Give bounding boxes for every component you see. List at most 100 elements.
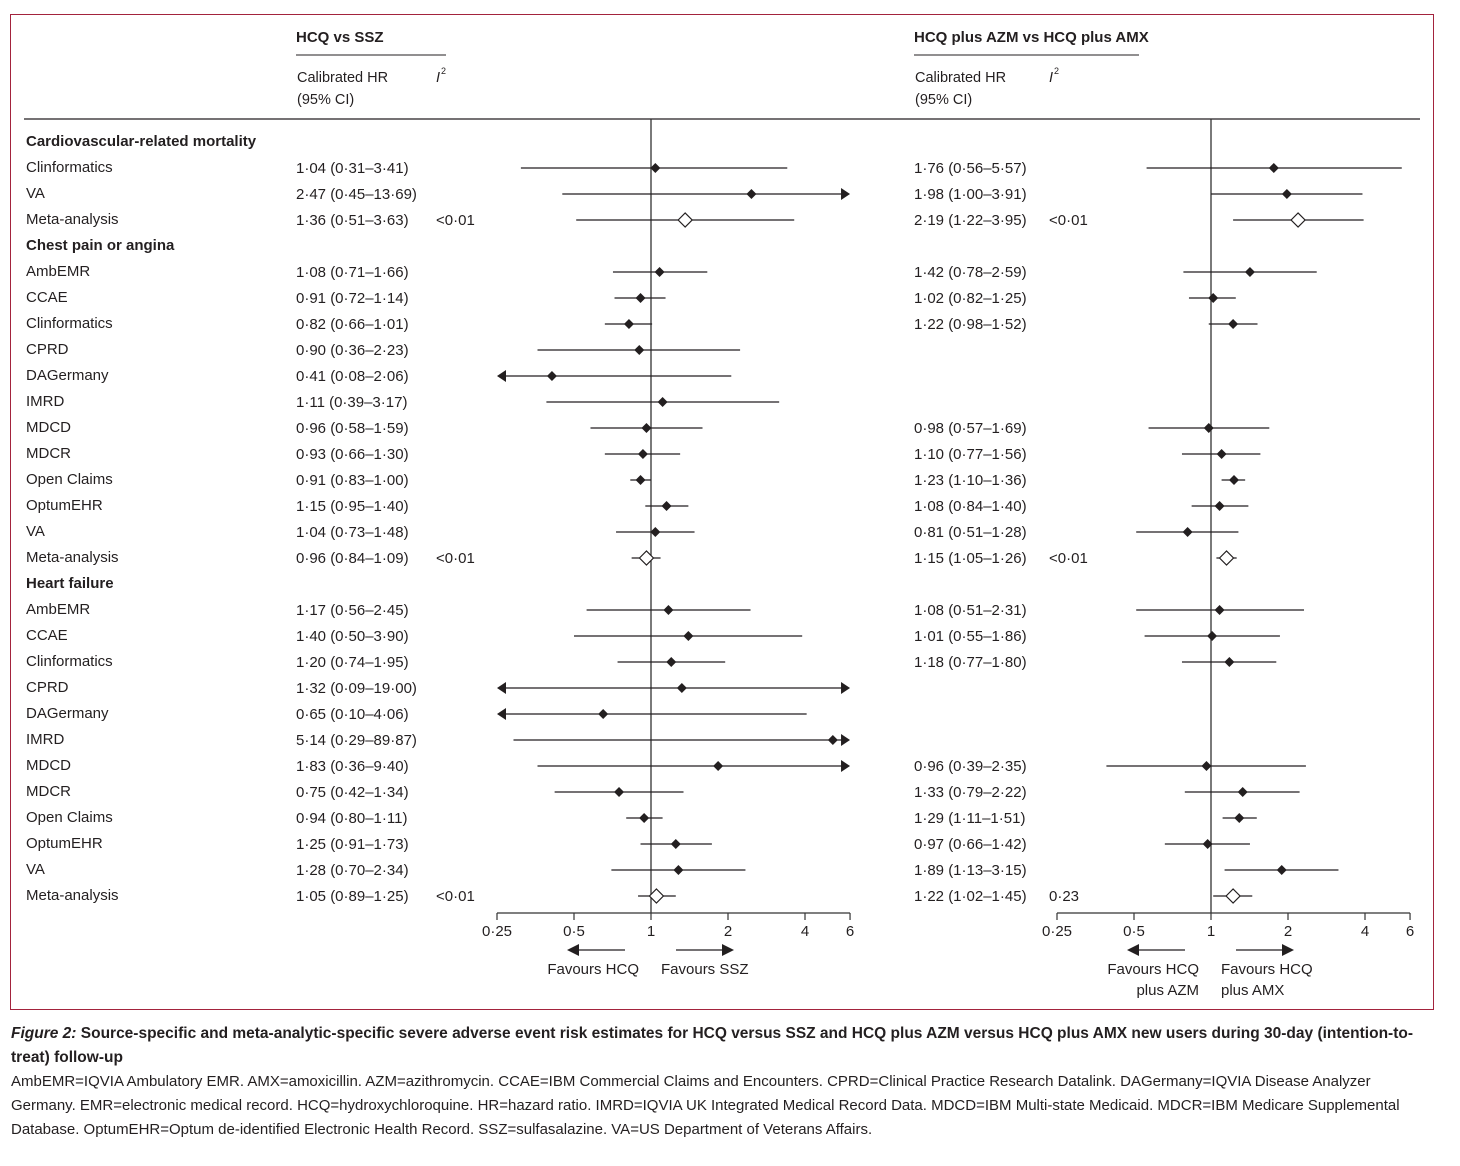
point-estimate [683, 631, 694, 641]
hr-ci-value: 1·08 (0·84–1·40) [914, 498, 1027, 515]
study-label: DAGermany [26, 705, 109, 722]
i2-value: 0·23 [1049, 888, 1079, 905]
point-estimate [623, 319, 634, 329]
hr-ci-value: 1·32 (0·09–19·00) [296, 680, 417, 697]
hr-ci-value: 0·41 (0·08–2·06) [296, 368, 409, 385]
caption-abbreviations: AmbEMR=IQVIA Ambulatory EMR. AMX=amoxici… [11, 1073, 1400, 1138]
caption-title: Figure 2: Source-specific and meta-analy… [11, 1022, 1431, 1070]
hr-ci-value: 1·04 (0·31–3·41) [296, 160, 409, 177]
point-estimate [1182, 527, 1193, 537]
point-estimate [673, 865, 684, 875]
meta-estimate-diamond [1225, 888, 1241, 904]
hr-ci-value: 0·96 (0·84–1·09) [296, 550, 409, 567]
hr-ci-value: 1·08 (0·71–1·66) [296, 264, 409, 281]
point-estimate [1234, 813, 1245, 823]
point-estimate [670, 839, 681, 849]
hr-ci-value: 1·36 (0·51–3·63) [296, 212, 409, 229]
point-estimate [666, 657, 677, 667]
point-estimate [746, 189, 757, 199]
hr-ci-value: 1·01 (0·55–1·86) [914, 628, 1027, 645]
study-label: VA [26, 861, 45, 878]
point-estimate [1244, 267, 1255, 277]
point-estimate [676, 683, 687, 693]
study-label: VA [26, 523, 45, 540]
point-estimate [1228, 475, 1239, 485]
meta-estimate-diamond [1290, 212, 1306, 228]
meta-estimate-diamond [1218, 550, 1235, 566]
study-label: OptumEHR [26, 497, 103, 514]
hr-ci-value: 1·33 (0·79–2·22) [914, 784, 1027, 801]
point-estimate [663, 605, 674, 615]
study-label: CPRD [26, 679, 69, 696]
hr-ci-value: 1·15 (1·05–1·26) [914, 550, 1027, 567]
favours-right-label: Favours HCQ [1221, 961, 1313, 978]
x-tick-label: 2 [1284, 923, 1292, 940]
hr-ci-value: 0·96 (0·58–1·59) [296, 420, 409, 437]
point-estimate [1201, 761, 1212, 771]
study-label: AmbEMR [26, 263, 90, 280]
favours-left-arrow-icon [1127, 944, 1139, 956]
study-label: OptumEHR [26, 835, 103, 852]
study-label: MDCR [26, 783, 71, 800]
hr-ci-value: 1·04 (0·73–1·48) [296, 524, 409, 541]
hr-ci-value: 0·93 (0·66–1·30) [296, 446, 409, 463]
i2-value: <0·01 [436, 550, 475, 567]
hr-ci-value: 1·17 (0·56–2·45) [296, 602, 409, 619]
ci-arrow-left [497, 370, 506, 382]
section-heading: Cardiovascular-related mortality [26, 133, 257, 150]
hr-ci-value: 1·83 (0·36–9·40) [296, 758, 409, 775]
study-label: IMRD [26, 393, 64, 410]
favours-left-label: plus AZM [1136, 982, 1199, 999]
x-tick-label: 1 [647, 923, 655, 940]
study-label: CCAE [26, 627, 68, 644]
x-tick-label: 0·25 [482, 923, 512, 940]
point-estimate [1228, 319, 1239, 329]
figure-label: Figure 2: [11, 1025, 77, 1042]
hr-ci-value: 1·22 (0·98–1·52) [914, 316, 1027, 333]
study-label: MDCR [26, 445, 71, 462]
favours-right-label: Favours SSZ [661, 961, 749, 978]
section-heading: Chest pain or angina [26, 237, 175, 254]
column-header-ci: (95% CI) [915, 92, 972, 108]
hr-ci-value: 0·90 (0·36–2·23) [296, 342, 409, 359]
favours-right-label: plus AMX [1221, 982, 1284, 999]
study-label: DAGermany [26, 367, 109, 384]
section-heading: Heart failure [26, 575, 114, 592]
meta-estimate-diamond [677, 212, 694, 228]
figure-frame [10, 14, 1434, 1010]
hr-ci-value: 0·82 (0·66–1·01) [296, 316, 409, 333]
point-estimate [650, 527, 661, 537]
ci-arrow-left [497, 708, 506, 720]
figure-caption: Figure 2: Source-specific and meta-analy… [11, 1022, 1431, 1142]
hr-ci-value: 1·05 (0·89–1·25) [296, 888, 409, 905]
point-estimate [614, 787, 625, 797]
study-label: CCAE [26, 289, 68, 306]
study-label: Open Claims [26, 809, 113, 826]
hr-ci-value: 1·10 (0·77–1·56) [914, 446, 1027, 463]
study-label: Clinformatics [26, 315, 113, 332]
hr-ci-value: 5·14 (0·29–89·87) [296, 732, 417, 749]
hr-ci-value: 0·96 (0·39–2·35) [914, 758, 1027, 775]
point-estimate [1202, 839, 1213, 849]
panel-title-a: HCQ vs SSZ [296, 29, 384, 46]
panel-title-b: HCQ plus AZM vs HCQ plus AMX [914, 29, 1149, 46]
caption-title-text: Source-specific and meta-analytic-specif… [11, 1025, 1413, 1066]
x-tick-label: 6 [1406, 923, 1414, 940]
ci-arrow-left [497, 682, 506, 694]
point-estimate [1216, 449, 1227, 459]
point-estimate [1207, 631, 1218, 641]
study-label: VA [26, 185, 45, 202]
point-estimate [654, 267, 665, 277]
i2-value: <0·01 [1049, 212, 1088, 229]
study-label: MDCD [26, 757, 71, 774]
hr-ci-value: 0·98 (0·57–1·69) [914, 420, 1027, 437]
point-estimate [634, 345, 645, 355]
x-tick-label: 6 [846, 923, 854, 940]
favours-left-label: Favours HCQ [1107, 961, 1199, 978]
study-label: IMRD [26, 731, 64, 748]
hr-ci-value: 1·08 (0·51–2·31) [914, 602, 1027, 619]
point-estimate [657, 397, 668, 407]
point-estimate [1237, 787, 1248, 797]
point-estimate [1224, 657, 1235, 667]
